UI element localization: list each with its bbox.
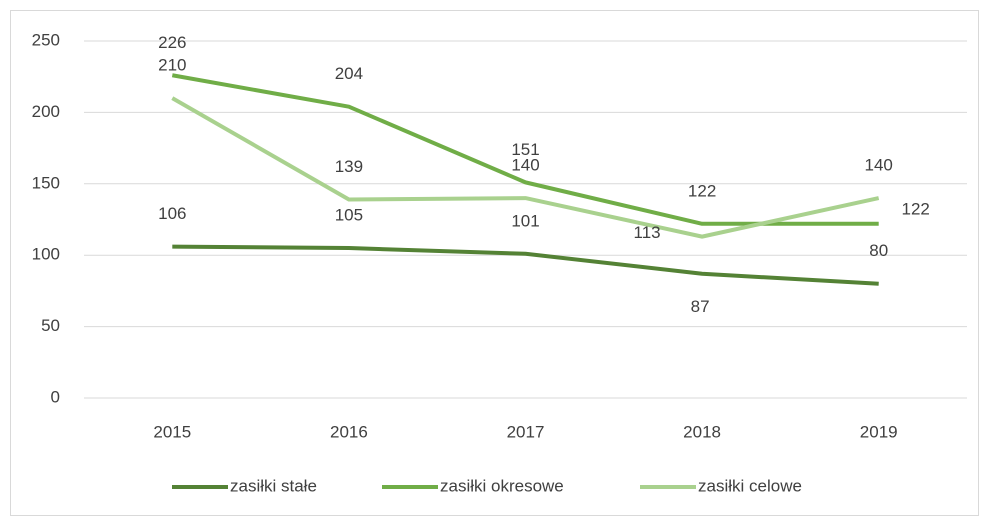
data-label: 122 [902,199,930,218]
x-tick-label: 2017 [507,422,545,441]
y-tick-label: 250 [32,30,60,49]
data-label: 140 [865,156,893,175]
series-line [171,96,880,239]
x-tick-label: 2016 [330,422,368,441]
data-label: 139 [335,157,363,176]
data-label: 101 [511,211,539,230]
legend-label: zasiłki celowe [698,476,802,495]
legend-label: zasiłki okresowe [440,476,564,495]
y-tick-label: 200 [32,102,60,121]
x-tick-label: 2019 [860,422,898,441]
data-label: 210 [158,56,186,75]
data-label: 204 [335,64,363,83]
data-label: 140 [511,156,539,175]
y-tick-label: 0 [51,387,60,406]
legend-label: zasiłki stałe [230,476,317,495]
data-label: 106 [158,204,186,223]
data-label: 113 [634,223,661,242]
data-label: 80 [869,241,888,260]
data-label: 87 [691,297,710,316]
data-label: 105 [335,206,363,225]
y-tick-label: 50 [41,316,60,335]
data-label: 151 [511,140,539,159]
data-label: 122 [688,181,716,200]
series-line [172,244,879,286]
x-tick-label: 2015 [153,422,191,441]
y-tick-label: 100 [32,245,60,264]
y-tick-label: 150 [32,173,60,192]
chart-frame [10,10,979,516]
data-label: 226 [158,33,186,52]
x-tick-label: 2018 [683,422,721,441]
